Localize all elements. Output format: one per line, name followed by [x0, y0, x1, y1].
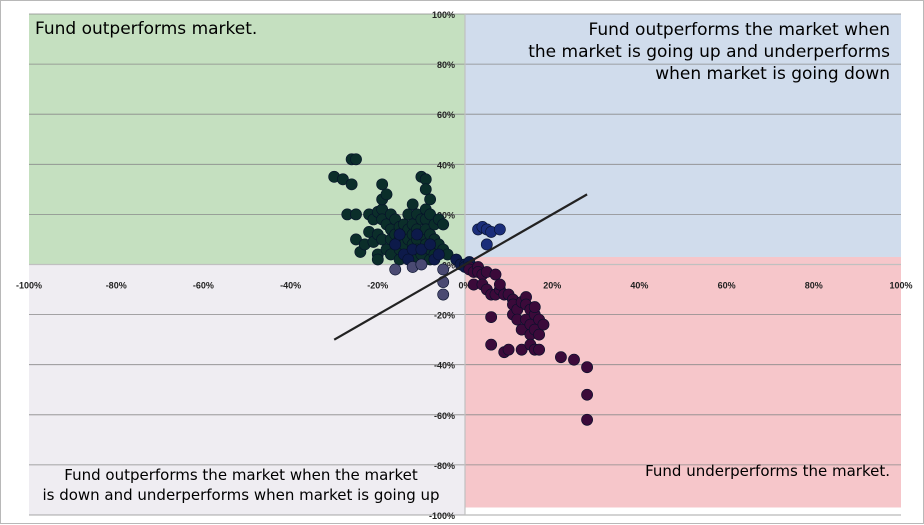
scatter-point: [350, 208, 362, 221]
scatter-point: [485, 338, 498, 351]
x-tick-label: 80%: [805, 281, 823, 291]
x-tick-label: -60%: [193, 281, 214, 291]
scatter-point: [533, 343, 546, 356]
scatter-point: [515, 323, 528, 336]
scatter-point: [419, 173, 432, 186]
scatter-point: [411, 228, 423, 241]
scatter-point: [437, 218, 450, 231]
x-tick-label: -100%: [16, 281, 42, 291]
scatter-point: [432, 248, 445, 261]
scatter-point: [493, 278, 506, 291]
y-tick-label: 100%: [432, 10, 455, 20]
scatter-point: [389, 263, 402, 276]
y-tick-label: -80%: [434, 461, 455, 471]
scatter-point: [415, 243, 428, 256]
quadrant-2: [465, 256, 901, 508]
scatter-point: [350, 153, 362, 166]
scatter-point: [345, 178, 358, 191]
scatter-point: [424, 208, 437, 221]
x-tick-label: -80%: [106, 281, 127, 291]
x-tick-label: -40%: [280, 281, 301, 291]
scatter-point: [406, 198, 419, 211]
scatter-point: [485, 311, 498, 324]
scatter-point: [380, 188, 393, 201]
y-tick-label: -60%: [434, 411, 455, 421]
scatter-point: [555, 351, 567, 364]
scatter-point: [437, 263, 450, 276]
scatter-point: [384, 248, 397, 261]
scatter-point: [419, 183, 432, 196]
quadrant-label: Fund outperforms market.: [35, 19, 257, 39]
y-tick-label: 80%: [437, 60, 455, 70]
y-tick-label: 0%: [442, 261, 455, 271]
scatter-point: [581, 413, 593, 426]
scatter-point: [533, 328, 546, 341]
scatter-point: [389, 238, 402, 251]
trendline: [333, 193, 588, 341]
scatter-point: [528, 301, 541, 313]
quadrant-label: when market is going down: [655, 64, 890, 84]
x-tick-label: 0%: [458, 281, 471, 291]
scatter-point: [502, 343, 515, 356]
y-tick-label: 60%: [437, 110, 455, 120]
scatter-point: [489, 268, 502, 281]
x-tick-label: 60%: [718, 281, 736, 291]
scatter-point: [437, 288, 450, 301]
scatter-point: [581, 361, 593, 374]
quadrant-label: Fund outperforms the market when the mar…: [64, 466, 418, 484]
quadrant-label: the market is going up and underperforms: [528, 42, 890, 62]
scatter-point: [337, 173, 349, 186]
scatter-point: [376, 178, 389, 191]
scatter-point: [515, 343, 528, 356]
scatter-point: [424, 238, 437, 251]
scatter-point: [480, 238, 493, 251]
y-tick-label: 20%: [437, 210, 455, 220]
scatter-point: [415, 258, 428, 271]
y-tick-label: -100%: [429, 511, 455, 521]
x-tick-label: -20%: [367, 281, 388, 291]
x-tick-label: 100%: [889, 281, 912, 291]
scatter-point: [581, 388, 593, 401]
scatter-point: [493, 223, 506, 236]
y-tick-label: -40%: [434, 361, 455, 371]
scatter-point: [350, 233, 362, 246]
x-tick-label: 40%: [630, 281, 648, 291]
scatter-point: [393, 228, 406, 241]
y-tick-label: 40%: [437, 160, 455, 170]
quadrant-1: [465, 14, 901, 257]
quadrant-label: Fund underperforms the market.: [645, 462, 890, 480]
scatter-point: [371, 253, 384, 266]
scatter-point: [568, 353, 580, 366]
quadrant-label: Fund outperforms the market when: [588, 20, 890, 40]
x-tick-label: 20%: [543, 281, 561, 291]
scatter-point: [537, 318, 550, 331]
scatter-point: [424, 193, 437, 206]
y-tick-label: -20%: [434, 311, 455, 321]
quadrant-label: is down and underperforms when market is…: [42, 486, 439, 504]
